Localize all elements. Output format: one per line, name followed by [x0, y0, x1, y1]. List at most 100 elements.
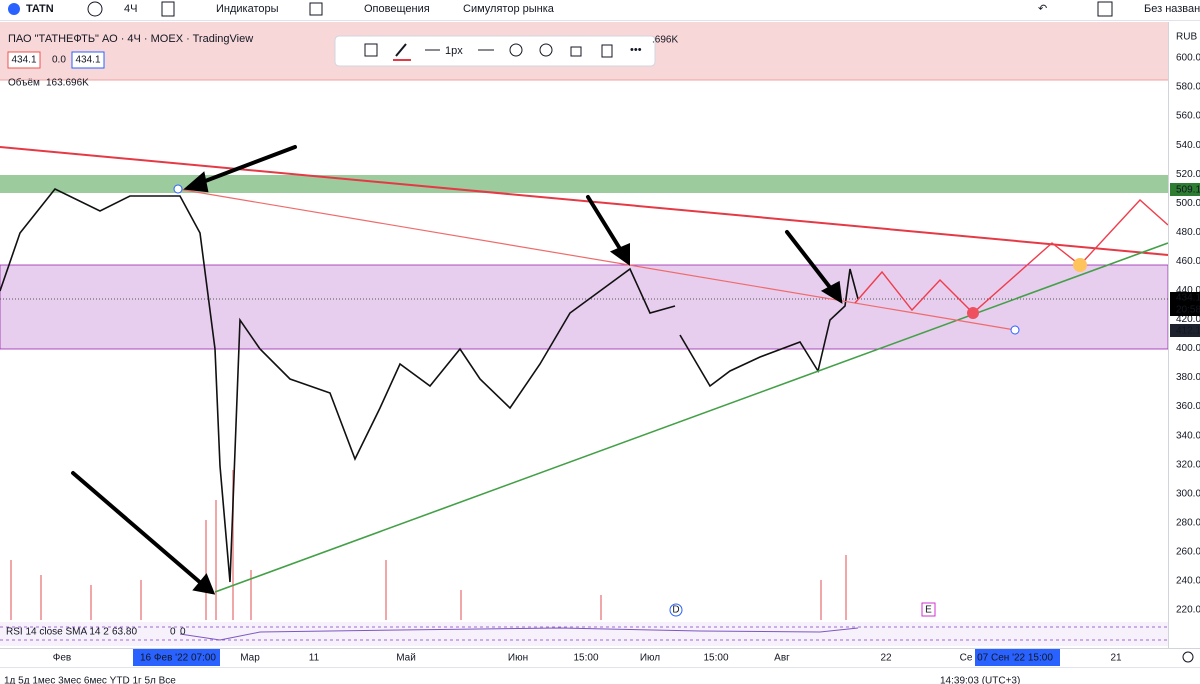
symbol-title: ПАО "ТАТНЕФТЬ" АО · 4Ч · MOEX · TradingV…	[8, 33, 253, 45]
indicators-button[interactable]: Индикаторы	[216, 3, 279, 15]
time-label: 15:00	[573, 653, 598, 664]
spread: 0.0	[52, 55, 66, 66]
price-label: 320.0	[1176, 459, 1200, 470]
dividend-marker-label[interactable]: D	[672, 605, 679, 616]
projection-point[interactable]	[1073, 258, 1087, 272]
lock-tool[interactable]	[570, 46, 582, 57]
volume-bars	[10, 470, 847, 620]
time-label: Се	[960, 653, 973, 664]
clock: 14:39:03 (UTC+3)	[940, 676, 1020, 684]
crosshair-range	[975, 649, 1060, 666]
crosshair-range	[133, 649, 220, 666]
price-label: 420.0	[1176, 314, 1200, 325]
price-series-2	[679, 268, 859, 388]
sell-button[interactable]	[7, 51, 41, 69]
tag-bg	[1170, 183, 1200, 196]
price-label: 560.0	[1176, 111, 1200, 122]
trendline-resistance[interactable]	[0, 146, 1169, 256]
line-width[interactable]: 1px	[445, 45, 463, 57]
earnings-marker[interactable]	[921, 602, 936, 617]
currency[interactable]: RUB	[1176, 32, 1197, 43]
top-toolbar	[0, 0, 1200, 20]
price-label: 340.0	[1176, 430, 1200, 441]
interval[interactable]: 4Ч	[124, 3, 137, 15]
price-label: 380.0	[1176, 372, 1200, 383]
level-tag: 509.1	[1176, 185, 1200, 196]
price-label: 580.0	[1176, 82, 1200, 93]
alert-tool[interactable]	[539, 43, 553, 57]
symbol-icon[interactable]	[8, 3, 20, 15]
templates-button[interactable]	[309, 2, 323, 16]
price-series	[0, 187, 676, 583]
axis-settings[interactable]	[1182, 651, 1194, 663]
time-label: 07 Сен '22 15:00	[977, 653, 1053, 664]
price-label: 600.0	[1176, 53, 1200, 64]
projection-point[interactable]	[967, 307, 979, 319]
rsi-value: 63.80	[112, 627, 137, 638]
undo[interactable]: ↶	[1038, 3, 1047, 15]
price-label: 300.0	[1176, 488, 1200, 499]
time-label: 15:00	[703, 653, 728, 664]
time-axis	[0, 648, 1200, 666]
rsi-line	[179, 627, 859, 641]
time-label: 21	[1110, 653, 1122, 664]
arrows	[71, 145, 843, 595]
resistance-zone[interactable]	[0, 175, 1168, 193]
range-buttons[interactable]: 1д 5д 1мес 3мес 6мес YTD 1г 5л Все	[4, 676, 176, 684]
price-label: 260.0	[1176, 546, 1200, 557]
symbol[interactable]: TATN	[26, 3, 54, 15]
price-label: 540.0	[1176, 140, 1200, 151]
volume-label: Объём	[8, 77, 40, 89]
dividend-marker[interactable]	[669, 603, 683, 617]
chart-type[interactable]	[161, 1, 175, 17]
rsi-sma: 0	[180, 627, 186, 638]
countdown-tag: 20:58	[1176, 305, 1200, 316]
range-zone[interactable]	[0, 264, 1169, 350]
layout-icon[interactable]	[1097, 1, 1113, 17]
time-label: Июл	[640, 653, 660, 664]
price-label: 220.0	[1176, 605, 1200, 616]
earnings-marker-label[interactable]: E	[925, 605, 932, 616]
tag-bg	[1170, 324, 1200, 337]
time-label: Май	[396, 653, 416, 664]
trendline-thin[interactable]	[177, 188, 1016, 331]
price-label: 480.0	[1176, 227, 1200, 238]
replay-button[interactable]: Симулятор рынка	[463, 3, 555, 15]
rsi-sma: 0	[170, 627, 176, 638]
price-label: 460.0	[1176, 256, 1200, 267]
volume-value: 163.696K	[46, 78, 89, 89]
settings-tool[interactable]	[509, 43, 523, 57]
price-label: 400.0	[1176, 343, 1200, 354]
buy-price[interactable]: 434.1	[75, 55, 100, 66]
trendline-support[interactable]	[214, 242, 1169, 593]
delete-tool[interactable]	[601, 44, 613, 58]
rsi-label[interactable]: RSI 14 close SMA 14 2	[6, 627, 109, 638]
time-label: 11	[309, 653, 320, 664]
sell-price[interactable]: 434.1	[11, 55, 36, 66]
time-label: Авг	[774, 653, 790, 664]
price-label: 280.0	[1176, 517, 1200, 528]
rsi-pane	[0, 622, 1168, 646]
template-tool[interactable]	[364, 43, 378, 57]
level-tag: 412.1	[1176, 326, 1200, 337]
volume-tail: .696K	[652, 35, 678, 46]
price-label: 440.0	[1176, 285, 1200, 296]
more-tool[interactable]: •••	[630, 44, 642, 56]
time-label: 22	[880, 653, 892, 664]
anchor-point[interactable]	[1010, 325, 1020, 335]
last-price-tag: 434.1	[1176, 293, 1200, 304]
anchor-point[interactable]	[173, 184, 183, 194]
drawing-toolbar	[334, 35, 656, 67]
price-label: 500.0	[1176, 198, 1200, 209]
time-label: Мар	[240, 653, 260, 664]
buy-button[interactable]	[71, 51, 105, 69]
layout-name[interactable]: Без назван	[1144, 3, 1200, 15]
price-label: 520.0	[1176, 169, 1200, 180]
time-label: Фев	[53, 653, 71, 664]
alerts-button[interactable]: Оповещения	[364, 3, 430, 15]
color-tool[interactable]	[395, 43, 407, 57]
add-symbol[interactable]	[87, 1, 103, 17]
price-label: 240.0	[1176, 576, 1200, 587]
time-label: Июн	[508, 653, 528, 664]
